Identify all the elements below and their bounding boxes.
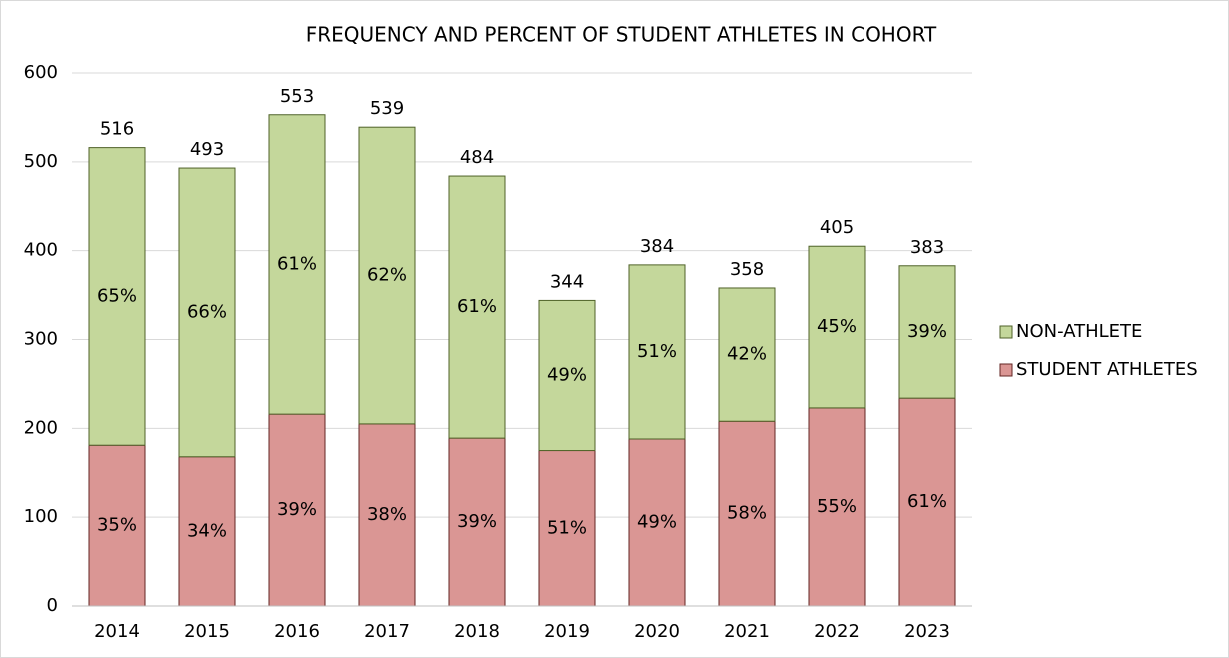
chart-title: FREQUENCY AND PERCENT OF STUDENT ATHLETE… [306,23,937,47]
total-label: 358 [730,259,764,280]
data-label: 49% [637,511,677,532]
total-label: 405 [820,217,854,238]
data-label: 38% [367,504,407,525]
x-tick-label: 2021 [724,621,770,642]
total-label: 383 [910,237,944,258]
x-tick-label: 2017 [364,621,410,642]
bar-segment [178,456,236,607]
x-tick-label: 2016 [274,621,320,642]
data-label: 66% [187,301,227,322]
x-tick-label: 2014 [94,621,140,642]
total-label: 384 [640,236,674,257]
data-label: 62% [367,265,407,286]
bar-segment [808,407,866,607]
data-label: 61% [457,296,497,317]
data-label: 34% [187,520,227,541]
data-label: 39% [277,499,317,520]
bar-segment [448,437,506,607]
total-label: 516 [100,119,134,140]
y-tick-label: 400 [24,240,58,261]
bar-segment [358,423,416,607]
bar-segment [268,413,326,607]
data-label: 61% [907,491,947,512]
bar-segment [808,245,866,409]
data-label: 65% [97,285,137,306]
bar-segment [718,420,776,607]
data-label: 45% [817,316,857,337]
y-tick-label: 0 [47,595,58,616]
x-tick-label: 2022 [814,621,860,642]
bar-segment [88,444,146,607]
x-tick-label: 2015 [184,621,230,642]
y-tick-label: 200 [24,417,58,438]
bar-segment [628,438,686,607]
legend-label: NON-ATHLETE [1016,321,1142,342]
total-label: 484 [460,147,494,168]
bar-segment [628,264,686,440]
x-tick-label: 2020 [634,621,680,642]
legend-swatch [999,363,1013,377]
bar-segment [268,114,326,415]
total-label: 553 [280,86,314,107]
x-tick-label: 2019 [544,621,590,642]
data-label: 58% [727,503,767,524]
data-label: 42% [727,344,767,365]
data-label: 55% [817,496,857,517]
bar-segment [538,299,596,452]
bar-segment [718,287,776,422]
x-tick-label: 2018 [454,621,500,642]
data-label: 51% [547,517,587,538]
y-tick-label: 500 [24,151,58,172]
data-label: 49% [547,364,587,385]
y-tick-label: 300 [24,329,58,350]
y-tick-label: 600 [24,62,58,83]
y-tick-label: 100 [24,506,58,527]
x-tick-label: 2023 [904,621,950,642]
bar-segment [448,175,506,439]
bar-segment [898,265,956,399]
legend-label: STUDENT ATHLETES [1016,359,1198,380]
bar-segment [88,147,146,446]
bar-segment [538,450,596,607]
total-label: 539 [370,98,404,119]
bar-segment [898,397,956,607]
total-label: 344 [550,271,584,292]
data-label: 61% [277,253,317,274]
data-label: 39% [457,511,497,532]
total-label: 493 [190,139,224,160]
data-label: 51% [637,341,677,362]
bar-segment [178,167,236,458]
data-label: 39% [907,321,947,342]
bar-segment [358,126,416,425]
data-label: 35% [97,515,137,536]
legend-swatch [999,325,1013,339]
